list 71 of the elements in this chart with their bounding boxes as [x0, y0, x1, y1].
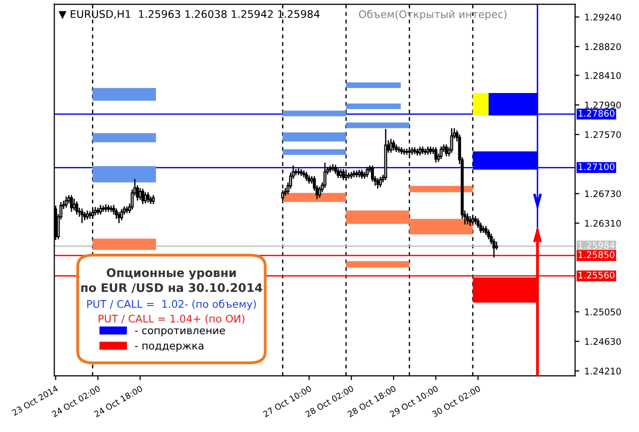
bar [282, 149, 346, 155]
candlestick [318, 186, 322, 198]
candlestick [413, 147, 416, 154]
candlestick [104, 204, 108, 212]
candlestick [482, 226, 485, 233]
ref-line-label: 1.27100 [578, 163, 614, 170]
bar [409, 186, 473, 192]
y-tick-label: 1.28410 [585, 72, 621, 79]
candlestick [146, 192, 150, 203]
y-tick-label: 1.29240 [585, 14, 621, 21]
candlestick [300, 169, 303, 176]
candlestick [72, 198, 76, 210]
ref-line-label: 1.25850 [578, 251, 614, 258]
ref-line-label: 1.27860 [578, 110, 614, 117]
candlestick [466, 213, 469, 224]
bar [472, 92, 489, 116]
bar [92, 88, 156, 101]
bar [92, 133, 156, 142]
y-tick-label: 1.26730 [585, 190, 621, 198]
candlestick [434, 147, 438, 163]
bar [92, 238, 156, 250]
candlestick [102, 206, 105, 212]
y-tick-label: 1.24630 [585, 338, 621, 345]
candlestick [440, 146, 443, 160]
y-tick-label: 1.27570 [585, 131, 621, 138]
legend-label: - поддержка [135, 344, 204, 352]
candlestick [479, 222, 482, 233]
candlestick [370, 166, 374, 182]
bar [92, 166, 156, 182]
candlestick [64, 196, 68, 208]
candlestick [323, 162, 326, 188]
candlestick [347, 172, 350, 179]
legend-label: - сопротивление [135, 328, 225, 336]
candlestick [378, 176, 382, 188]
candlestick [328, 166, 332, 172]
candlestick [397, 146, 400, 153]
candlestick [366, 166, 369, 178]
y-tick-label: 1.24210 [585, 368, 621, 374]
candlestick [376, 178, 380, 189]
candlestick [450, 128, 454, 153]
y-tick-label: 1.26310 [585, 220, 621, 227]
candlestick [80, 208, 84, 224]
candlestick [389, 138, 392, 153]
candlestick [118, 212, 120, 224]
ref-line-label: 1.25560 [578, 272, 614, 279]
candlestick [114, 208, 118, 219]
bar [282, 192, 346, 202]
candlestick [402, 148, 406, 155]
candlestick [70, 195, 73, 212]
candlestick [331, 164, 334, 172]
candlestick [138, 188, 142, 200]
candlestick [302, 170, 306, 178]
bar [346, 261, 410, 268]
bar [282, 132, 346, 142]
bar [282, 110, 346, 116]
candlestick [468, 216, 472, 226]
candlestick [416, 148, 419, 156]
annotation: по EUR /USD на 30.10.2014 [81, 283, 262, 294]
annotation: PUT / CALL = 1.04+ (по ОИ) [98, 314, 244, 324]
candlestick [392, 140, 396, 151]
bar [346, 122, 410, 128]
annotation: Объем(Открытый интерес) [359, 10, 506, 20]
chart-title: ▼ EURUSD,H1 1.25963 1.26038 1.25942 1.25984 [58, 10, 320, 20]
y-tick-label: 1.25050 [585, 308, 621, 316]
ref-line-label: 1.25984 [578, 242, 615, 249]
y-tick-label: 1.28820 [585, 43, 621, 50]
annotation: PUT / CALL = 1.02- (по объему) [87, 300, 256, 310]
candlestick [444, 144, 448, 156]
y-tick-label: 1.27990 [585, 102, 621, 108]
annotation: Опционные уровни [106, 268, 236, 280]
candlestick [120, 209, 124, 220]
